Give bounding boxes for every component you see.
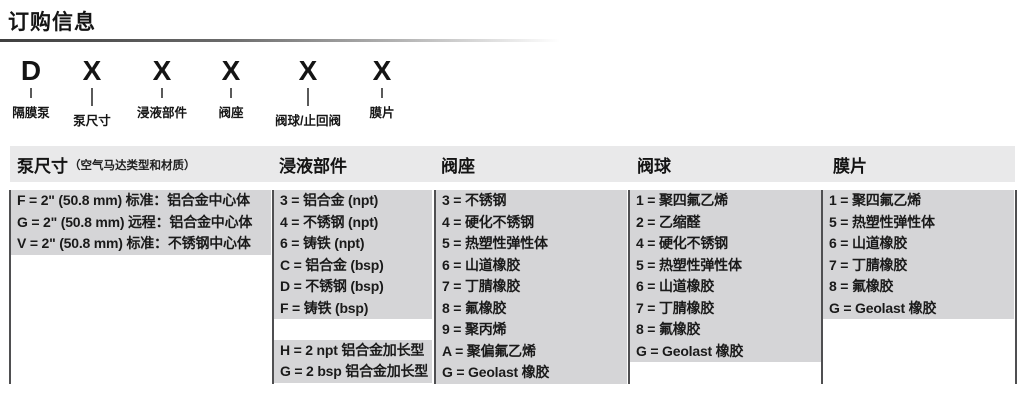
order-option-item: 7 = 丁腈橡胶 [636, 299, 715, 316]
column-header: 阀座 [441, 146, 475, 182]
order-option-item: 6 = 山道橡胶 [636, 278, 715, 294]
order-option-item: 5 = 热塑性弹性体 [829, 213, 935, 230]
model-segment: D 隔膜泵 [0, 0, 91, 130]
order-option-item: V = 2" (50.8 mm) 标准：不锈钢中心体 [17, 235, 251, 251]
order-option-item: G = Geolast 橡胶 [636, 342, 744, 359]
order-option-item: 3 = 不锈钢 [442, 192, 507, 208]
model-segment: X 阀座 [171, 0, 291, 130]
segment-tick-line [91, 88, 93, 106]
segment-code-letter: X [82, 55, 102, 86]
order-option-item: 5 = 热塑性弹性体 [442, 235, 548, 251]
segment-code-letter: D [20, 55, 42, 86]
column-header-title: 阀座 [441, 156, 475, 176]
title-rule [0, 39, 560, 42]
order-option-item: 1 = 聚四氟乙烯 [829, 192, 921, 208]
order-option-item: 8 = 氟橡胶 [636, 321, 701, 337]
order-option-item: G = Geolast 橡胶 [829, 299, 937, 316]
column-header-title: 泵尺寸 [17, 156, 68, 176]
column-header: 泵尺寸 （空气马达类型和材质） [17, 146, 196, 182]
column-header: 浸液部件 [279, 146, 347, 182]
segment-code-letter: X [152, 55, 172, 86]
order-option-item: 2 = 乙缩醛 [636, 213, 701, 230]
order-option-item: G = Geolast 橡胶 [442, 364, 550, 380]
column-header-note: （空气马达类型和材质） [69, 160, 196, 172]
column-header: 膜片 [833, 146, 867, 182]
table-header-bar: 泵尺寸 （空气马达类型和材质） 浸液部件 阀座 阀球 膜片 [10, 146, 1015, 182]
order-option-item: 1 = 聚四氟乙烯 [636, 192, 728, 208]
column-divider-line [1015, 190, 1017, 384]
column-divider-line [434, 190, 436, 384]
order-option-item: 4 = 硬化不锈钢 [442, 213, 534, 230]
column-divider-line [821, 190, 823, 384]
segment-code-letter: X [221, 55, 241, 86]
segment-label: 膜片 [369, 106, 395, 120]
page-title: 订购信息 [8, 11, 96, 34]
segment-code-letter: X [372, 55, 392, 86]
segment-tick-line [307, 88, 309, 106]
model-segment: X 泵尺寸 [32, 0, 152, 130]
order-option-item: F = 2" (50.8 mm) 标准：铝合金中心体 [17, 192, 250, 208]
model-segment: X 浸液部件 [102, 0, 222, 130]
order-option-group: 1 = 聚四氟乙烯 5 = 热塑性弹性体 6 = 山道橡胶 7 = 丁腈橡胶 8 = 氟… [823, 190, 1014, 319]
order-option-group: 3 = 铝合金 (npt) 4 = 不锈钢 (npt) 6 = 铸铁 (npt) C … [274, 190, 432, 319]
column-divider-line [9, 190, 11, 384]
column-group-gap [274, 319, 432, 340]
order-option-item: 3 = 铝合金 (npt) [280, 192, 379, 208]
column-header-title: 阀球 [637, 156, 671, 176]
order-option-item: F = 铸铁 (bsp) [280, 299, 369, 316]
order-option-item: 6 = 山道橡胶 [829, 235, 908, 251]
order-option-item: 7 = 丁腈橡胶 [442, 278, 521, 294]
model-segment: X 膜片 [322, 0, 442, 130]
order-option-group: 3 = 不锈钢 4 = 硬化不锈钢 5 = 热塑性弹性体 6 = 山道橡胶 7 = 丁腈… [436, 190, 627, 384]
order-option-group: H = 2 npt 铝合金加长型 G = 2 bsp 铝合金加长型 [274, 339, 432, 383]
segment-label: 阀座 [218, 106, 244, 120]
segment-tick-line [230, 88, 232, 98]
order-option-item: H = 2 npt 铝合金加长型 [280, 341, 425, 358]
segment-label: 泵尺寸 [73, 114, 111, 128]
column-divider-line [272, 190, 274, 384]
order-option-group: F = 2" (50.8 mm) 标准：铝合金中心体 G = 2" (50.8 m… [11, 190, 271, 255]
segment-code-letter: X [298, 55, 318, 86]
order-option-item: 4 = 硬化不锈钢 [636, 235, 728, 251]
order-option-item: 4 = 不锈钢 (npt) [280, 213, 379, 230]
order-option-item: 9 = 聚丙烯 [442, 321, 507, 337]
segment-tick-line [30, 88, 32, 98]
order-column: 1 = 聚四氟乙烯 2 = 乙缩醛 4 = 硬化不锈钢 5 = 热塑性弹性体 6 = 山… [630, 190, 821, 362]
order-option-item: G = 2" (50.8 mm) 远程：铝合金中心体 [17, 213, 253, 230]
column-header-title: 膜片 [833, 156, 867, 176]
order-option-item: G = 2 bsp 铝合金加长型 [280, 363, 429, 379]
order-column: 1 = 聚四氟乙烯 5 = 热塑性弹性体 6 = 山道橡胶 7 = 丁腈橡胶 8 = 氟… [823, 190, 1014, 319]
segment-label: 隔膜泵 [12, 106, 50, 120]
order-column: 3 = 铝合金 (npt) 4 = 不锈钢 (npt) 6 = 铸铁 (npt) C … [274, 190, 432, 383]
order-option-item: C = 铝合金 (bsp) [280, 256, 384, 273]
segment-tick-line [381, 88, 383, 98]
order-option-item: 6 = 铸铁 (npt) [280, 235, 365, 251]
order-option-group: 1 = 聚四氟乙烯 2 = 乙缩醛 4 = 硬化不锈钢 5 = 热塑性弹性体 6 = 山… [630, 190, 821, 362]
column-divider-line [628, 190, 630, 384]
order-option-item: 5 = 热塑性弹性体 [636, 256, 742, 273]
model-code-diagram: D 隔膜泵 X 泵尺寸 X 浸液部件 X 阀座 X 阀球/止回阀 X 膜片 [0, 0, 1029, 130]
order-option-item: 8 = 氟橡胶 [442, 299, 507, 316]
model-segment: X 阀球/止回阀 [248, 0, 368, 130]
order-option-item: 6 = 山道橡胶 [442, 256, 521, 273]
column-header-title: 浸液部件 [279, 156, 347, 176]
order-column: 3 = 不锈钢 4 = 硬化不锈钢 5 = 热塑性弹性体 6 = 山道橡胶 7 = 丁腈… [436, 190, 627, 384]
segment-label: 阀球/止回阀 [275, 114, 341, 128]
segment-label: 浸液部件 [136, 106, 187, 120]
order-column: F = 2" (50.8 mm) 标准：铝合金中心体 G = 2" (50.8 m… [11, 190, 271, 255]
order-option-item: 8 = 氟橡胶 [829, 278, 894, 294]
order-option-item: D = 不锈钢 (bsp) [280, 278, 384, 294]
order-option-item: 7 = 丁腈橡胶 [829, 256, 908, 273]
column-header: 阀球 [637, 146, 671, 182]
segment-tick-line [161, 88, 163, 98]
order-option-item: A = 聚偏氟乙烯 [442, 342, 536, 359]
